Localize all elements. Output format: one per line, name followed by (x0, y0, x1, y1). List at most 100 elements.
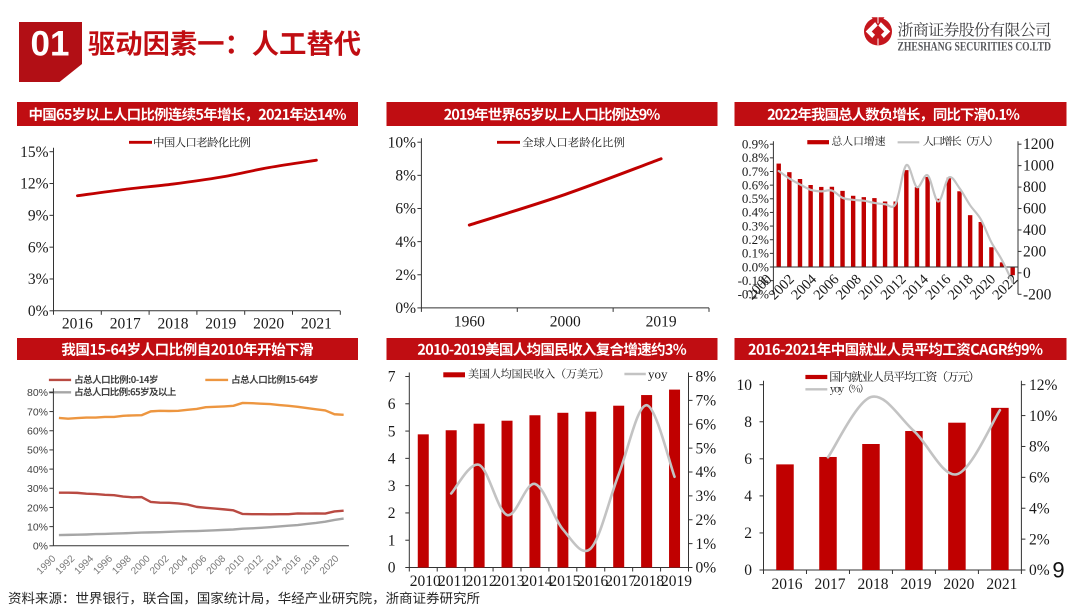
svg-text:0.4%: 0.4% (742, 205, 769, 220)
svg-text:10: 10 (737, 377, 753, 394)
svg-text:-200: -200 (1023, 286, 1052, 303)
svg-text:70%: 70% (27, 406, 48, 418)
svg-text:2018: 2018 (158, 316, 189, 333)
svg-text:10%: 10% (1029, 408, 1058, 425)
svg-text:2012: 2012 (466, 573, 497, 590)
svg-text:0: 0 (388, 560, 396, 577)
svg-text:600: 600 (1023, 201, 1047, 218)
svg-text:2010: 2010 (410, 573, 441, 590)
svg-text:8: 8 (744, 414, 752, 431)
svg-text:6%: 6% (1029, 470, 1050, 487)
svg-text:3%: 3% (696, 488, 717, 505)
svg-text:2: 2 (388, 505, 396, 522)
svg-text:4: 4 (744, 488, 752, 505)
svg-text:2019: 2019 (646, 314, 677, 331)
svg-text:5%: 5% (696, 440, 717, 457)
svg-text:30%: 30% (27, 483, 48, 495)
svg-text:2018: 2018 (633, 573, 664, 590)
svg-text:2%: 2% (395, 267, 416, 284)
svg-text:-0.1%: -0.1% (738, 273, 770, 288)
svg-text:200: 200 (1023, 243, 1047, 260)
svg-text:10%: 10% (388, 134, 417, 151)
svg-text:01: 01 (31, 25, 70, 64)
svg-text:9%: 9% (28, 208, 49, 225)
svg-text:400: 400 (1023, 222, 1047, 239)
svg-text:0: 0 (1023, 265, 1031, 282)
svg-text:15%: 15% (20, 144, 49, 161)
svg-text:80%: 80% (27, 387, 48, 399)
svg-text:0.6%: 0.6% (742, 177, 769, 192)
svg-text:2: 2 (744, 525, 752, 542)
svg-text:7: 7 (388, 369, 396, 386)
svg-text:1960: 1960 (454, 314, 485, 331)
svg-text:2021: 2021 (986, 576, 1017, 593)
svg-text:12%: 12% (1029, 377, 1058, 394)
svg-text:0%: 0% (33, 541, 48, 553)
svg-text:50%: 50% (27, 445, 48, 457)
svg-text:2017: 2017 (110, 316, 141, 333)
svg-text:8%: 8% (395, 168, 416, 185)
svg-text:0%: 0% (395, 300, 416, 317)
svg-text:2%: 2% (1029, 531, 1050, 548)
svg-text:-0.2%: -0.2% (738, 287, 770, 302)
svg-text:4%: 4% (696, 464, 717, 481)
svg-text:1200: 1200 (1023, 136, 1054, 153)
svg-text:6%: 6% (395, 201, 416, 218)
svg-text:ZHESHANG SECURITIES CO.LTD: ZHESHANG SECURITIES CO.LTD (898, 40, 1052, 54)
svg-text:3: 3 (388, 478, 396, 495)
svg-text:1000: 1000 (1023, 158, 1054, 175)
svg-text:2015: 2015 (549, 573, 580, 590)
svg-text:1: 1 (388, 532, 396, 549)
svg-text:12%: 12% (20, 176, 49, 193)
svg-text:1%: 1% (696, 536, 717, 553)
svg-text:0%: 0% (696, 560, 717, 577)
svg-text:40%: 40% (27, 464, 48, 476)
svg-text:2014: 2014 (521, 573, 552, 590)
svg-text:4%: 4% (1029, 500, 1050, 517)
svg-text:4: 4 (388, 451, 396, 468)
svg-text:10%: 10% (27, 521, 48, 533)
svg-text:0%: 0% (1029, 562, 1050, 579)
svg-text:2017: 2017 (814, 576, 845, 593)
svg-text:0.7%: 0.7% (742, 164, 769, 179)
svg-text:6%: 6% (28, 239, 49, 256)
svg-text:6: 6 (388, 396, 396, 413)
svg-text:2016: 2016 (577, 573, 608, 590)
svg-text:0.9%: 0.9% (742, 137, 769, 152)
svg-text:4%: 4% (395, 234, 416, 251)
svg-text:2018: 2018 (857, 576, 888, 593)
svg-text:9: 9 (1052, 558, 1064, 583)
svg-text:8%: 8% (696, 369, 717, 386)
svg-text:60%: 60% (27, 426, 48, 438)
svg-text:2017: 2017 (605, 573, 636, 590)
svg-text:2020: 2020 (943, 576, 974, 593)
svg-text:6%: 6% (696, 416, 717, 433)
svg-text:yoy: yoy (648, 367, 668, 382)
svg-text:0%: 0% (28, 303, 49, 320)
svg-text:3%: 3% (28, 271, 49, 288)
svg-text:7%: 7% (696, 393, 717, 410)
svg-text:0.0%: 0.0% (742, 259, 769, 274)
svg-text:2016: 2016 (771, 576, 802, 593)
svg-text:2013: 2013 (494, 573, 525, 590)
svg-text:0.8%: 0.8% (742, 150, 769, 165)
svg-text:0: 0 (744, 562, 752, 579)
svg-text:2021: 2021 (301, 316, 332, 333)
svg-text:0.5%: 0.5% (742, 191, 769, 206)
svg-text:20%: 20% (27, 502, 48, 514)
svg-text:0.1%: 0.1% (742, 246, 769, 261)
svg-text:6: 6 (744, 451, 752, 468)
svg-text:5: 5 (388, 423, 396, 440)
svg-text:0.2%: 0.2% (742, 232, 769, 247)
svg-text:2%: 2% (696, 512, 717, 529)
svg-text:2019: 2019 (661, 573, 692, 590)
svg-text:2011: 2011 (438, 573, 468, 590)
svg-text:2019: 2019 (900, 576, 931, 593)
svg-text:2016: 2016 (62, 316, 93, 333)
svg-text:8%: 8% (1029, 439, 1050, 456)
svg-text:0.3%: 0.3% (742, 218, 769, 233)
svg-text:2000: 2000 (550, 314, 581, 331)
svg-text:800: 800 (1023, 179, 1047, 196)
svg-text:2020: 2020 (253, 316, 284, 333)
svg-text:2019: 2019 (205, 316, 236, 333)
